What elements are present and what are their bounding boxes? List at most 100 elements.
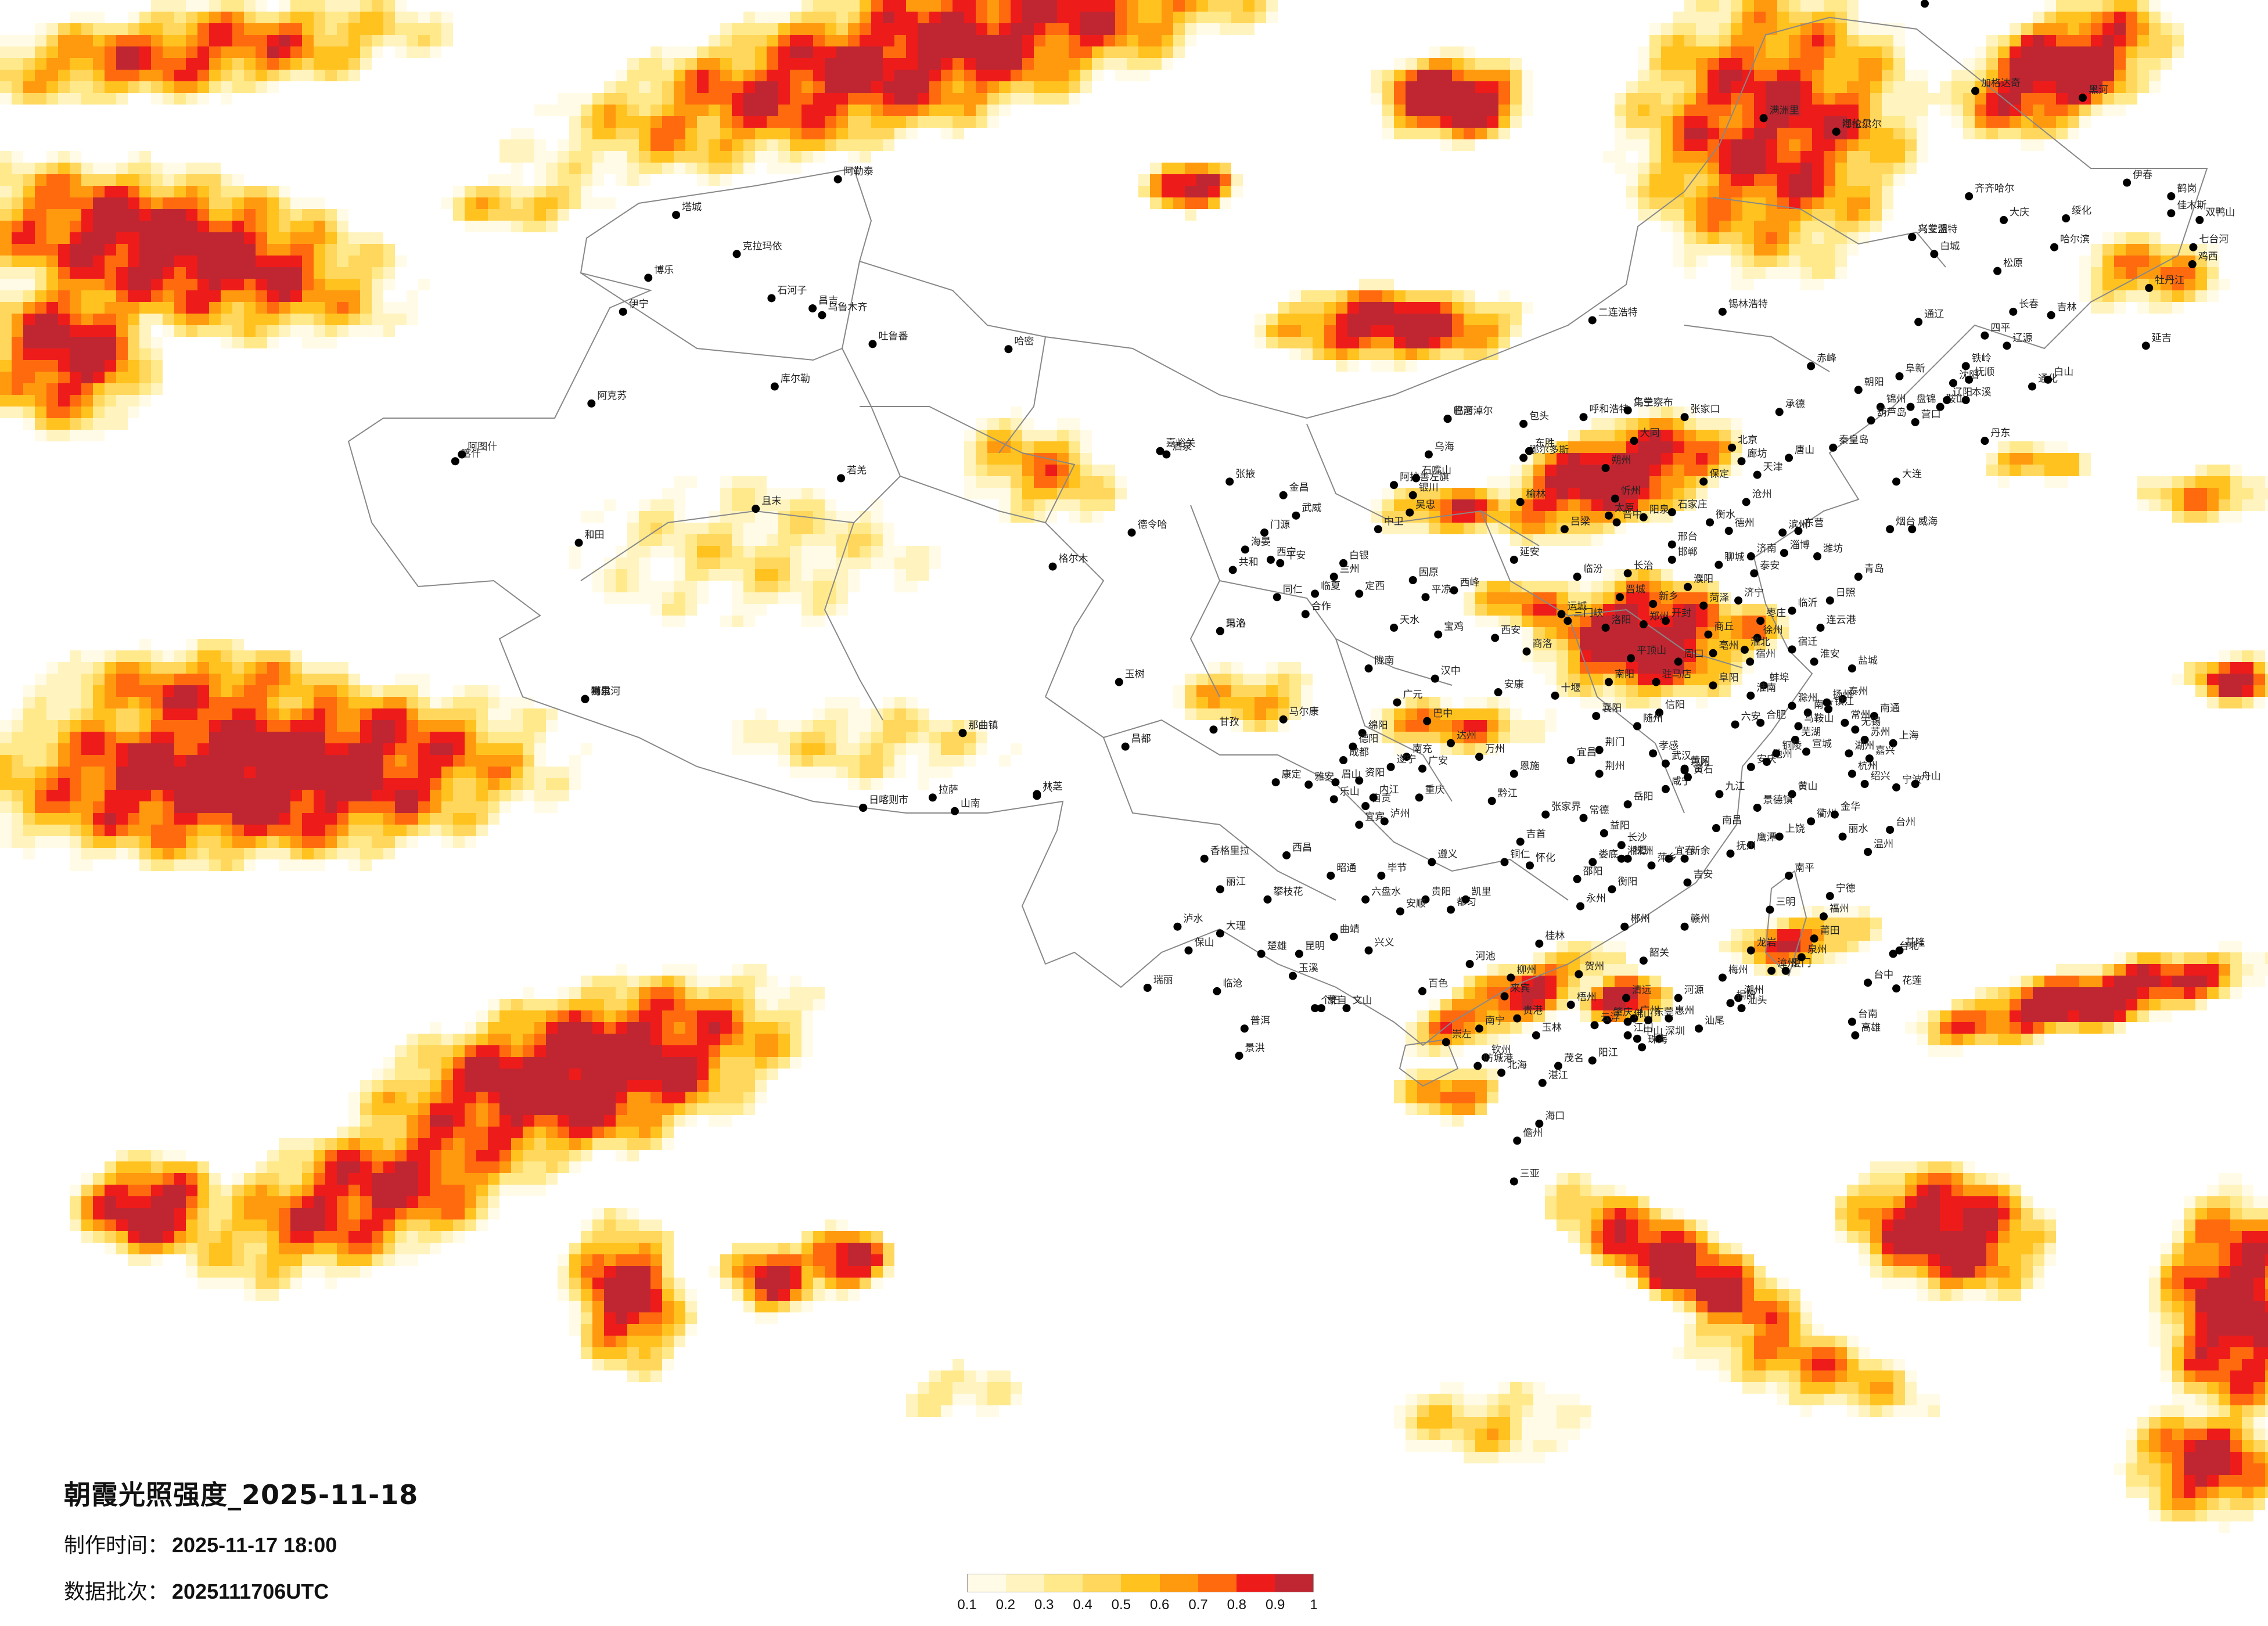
city-marker: 哈尔滨 bbox=[2050, 234, 2090, 251]
city-label: 南通 bbox=[1880, 703, 1900, 714]
city-dot bbox=[1329, 933, 1338, 941]
city-label: 无锡 bbox=[1861, 716, 1881, 728]
city-marker: 汕尾 bbox=[1695, 1015, 1724, 1033]
city-dot bbox=[1461, 895, 1470, 904]
city-label: 台州 bbox=[1896, 816, 1915, 828]
city-dot bbox=[1516, 837, 1525, 846]
legend-swatch bbox=[1121, 1574, 1160, 1592]
city-marker: 果洛 bbox=[1216, 618, 1246, 635]
city-marker: 三亚 bbox=[1509, 1168, 1540, 1186]
city-label: 河池 bbox=[1476, 951, 1496, 962]
city-dot bbox=[1734, 596, 1743, 605]
city-label: 金昌 bbox=[1289, 482, 1309, 494]
city-label: 秦皇岛 bbox=[1839, 434, 1868, 446]
city-dot bbox=[1825, 596, 1834, 605]
city-marker: 肇庆 bbox=[1603, 1007, 1633, 1024]
city-marker: 资阳 bbox=[1355, 767, 1385, 785]
city-dot bbox=[1538, 1078, 1547, 1087]
city-marker: 宜昌 bbox=[1566, 747, 1597, 765]
city-dot bbox=[1813, 552, 1822, 561]
city-dot bbox=[1408, 491, 1417, 499]
city-label: 平安 bbox=[1286, 550, 1306, 562]
city-marker: 昌都 bbox=[1121, 733, 1151, 751]
city-marker: 嘉峪关 bbox=[1156, 438, 1196, 455]
city-label: 晋中 bbox=[1623, 509, 1642, 521]
city-label: 南充 bbox=[1412, 743, 1432, 755]
city-label: 香格里拉 bbox=[1210, 846, 1250, 857]
city-marker: 惠州 bbox=[1665, 1005, 1694, 1023]
city-label: 个旧 bbox=[1321, 995, 1340, 1006]
city-dot bbox=[1665, 854, 1673, 863]
island-outline bbox=[1399, 1038, 1459, 1087]
city-dot bbox=[1633, 722, 1641, 731]
city-label: 平顶山 bbox=[1637, 645, 1666, 657]
city-dot bbox=[1225, 477, 1234, 486]
city-label: 林芝 bbox=[1043, 781, 1062, 793]
city-dot bbox=[2189, 243, 2198, 251]
city-dot bbox=[1726, 999, 1735, 1008]
city-marker: 蒙自 bbox=[1317, 995, 1347, 1013]
city-dot bbox=[2044, 375, 2053, 384]
city-dot bbox=[1699, 477, 1708, 486]
city-label: 十堰 bbox=[1561, 682, 1581, 694]
city-dot bbox=[1860, 735, 1869, 744]
city-marker: 鹰潭 bbox=[1746, 832, 1777, 850]
city-marker: 齐齐哈尔 bbox=[1965, 183, 2014, 200]
city-marker: 鄂尔多斯 bbox=[1519, 444, 1569, 462]
city-marker: 烟台 bbox=[1886, 516, 1915, 534]
city-dot bbox=[1560, 525, 1569, 534]
city-dot bbox=[1380, 817, 1389, 826]
city-dot bbox=[644, 274, 653, 282]
city-label: 重庆 bbox=[1425, 784, 1445, 796]
city-dot bbox=[1706, 518, 1715, 527]
city-label: 肇庆 bbox=[1613, 1007, 1633, 1019]
city-label: 阳江 bbox=[1598, 1047, 1618, 1059]
city-marker: 百色 bbox=[1418, 978, 1448, 995]
city-label: 高雄 bbox=[1861, 1022, 1881, 1034]
city-marker: 四平 bbox=[1981, 322, 2010, 340]
city-label: 青岛 bbox=[1864, 563, 1884, 575]
city-dot bbox=[1241, 545, 1249, 554]
city-dot bbox=[1674, 994, 1683, 1002]
city-marker: 梧州 bbox=[1566, 991, 1597, 1009]
city-marker: 来宾 bbox=[1500, 983, 1530, 1001]
city-dot bbox=[1535, 1120, 1544, 1128]
city-marker: 沧州 bbox=[1742, 488, 1772, 506]
city-dot bbox=[1450, 586, 1458, 595]
batch-value: 2025111706UTC bbox=[172, 1580, 329, 1603]
city-marker: 丽水 bbox=[1838, 823, 1868, 841]
city-marker: 河源 bbox=[1674, 985, 1704, 1002]
city-marker: 眉山 bbox=[1331, 769, 1361, 787]
city-marker: 同仁 bbox=[1273, 584, 1303, 602]
city-dot bbox=[1595, 769, 1604, 778]
city-label: 漳州 bbox=[1777, 958, 1797, 969]
city-label: 嘉峪关 bbox=[1166, 438, 1196, 449]
city-marker: 开封 bbox=[1661, 607, 1691, 625]
city-dot bbox=[1620, 922, 1629, 931]
city-marker: 香格里拉 bbox=[1200, 846, 1250, 863]
city-label: 雅安 bbox=[1314, 771, 1334, 783]
city-label: 永州 bbox=[1586, 893, 1606, 905]
city-dot bbox=[1442, 1038, 1450, 1046]
city-dot bbox=[1667, 540, 1676, 549]
city-label: 泸州 bbox=[1390, 808, 1410, 819]
city-marker: 芜湖 bbox=[1791, 726, 1821, 744]
city-marker: 鄂州 bbox=[1680, 757, 1710, 775]
city-marker: 喀什 bbox=[451, 448, 481, 466]
city-marker: 运城 bbox=[1557, 601, 1587, 618]
city-label: 桂林 bbox=[1545, 930, 1565, 942]
city-label: 花莲 bbox=[1902, 975, 1922, 987]
city-label: 茂名 bbox=[1564, 1053, 1584, 1064]
city-label: 龙岩 bbox=[1757, 937, 1777, 949]
city-dot bbox=[581, 695, 590, 703]
city-label: 遂宁 bbox=[1397, 754, 1417, 765]
city-dot bbox=[1509, 1177, 1518, 1186]
city-marker: 张家口 bbox=[1680, 404, 1720, 422]
city-dot bbox=[1724, 527, 1733, 535]
city-marker: 铜仁 bbox=[1500, 849, 1530, 866]
city-marker: 本溪 bbox=[1961, 387, 1992, 404]
city-label: 衡阳 bbox=[1618, 876, 1637, 887]
city-marker: 十堰 bbox=[1551, 682, 1581, 700]
city-dot bbox=[1500, 992, 1509, 1001]
